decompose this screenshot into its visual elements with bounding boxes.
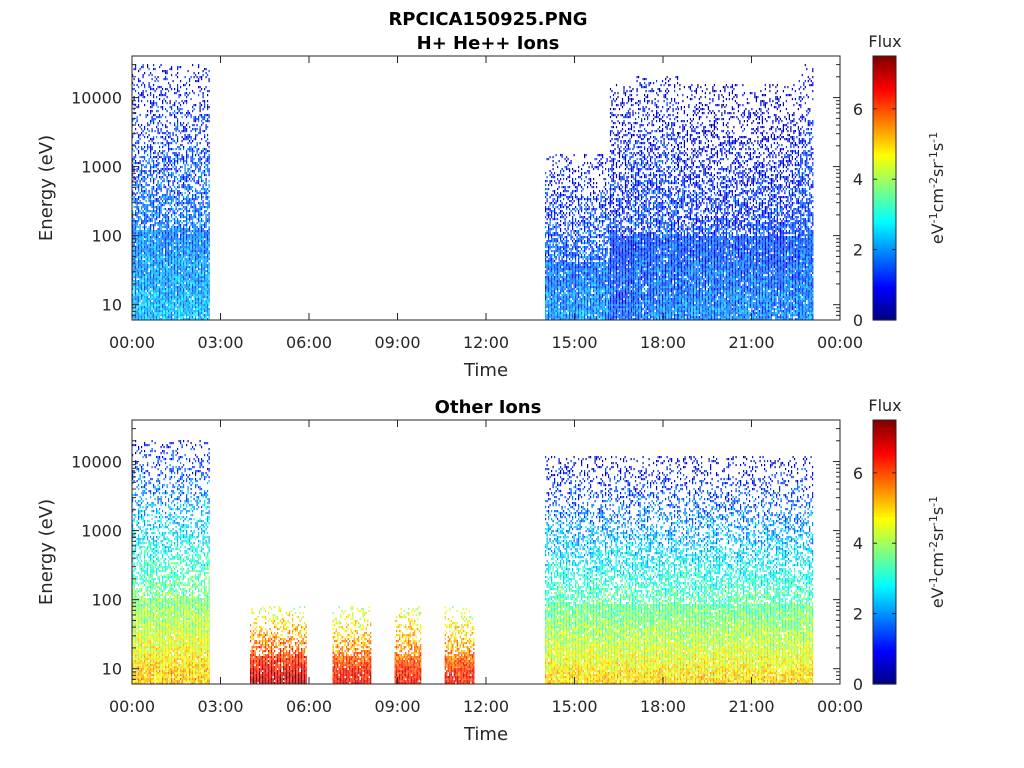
y-tick-label: 100 [91,591,122,610]
flux-region-1 [250,606,307,684]
y-tick-label: 10000 [71,89,122,108]
x-tick-label: 09:00 [374,697,420,716]
x-tick-label: 12:00 [463,333,509,352]
x-tick-label: 00:00 [817,333,863,352]
y-axis-label-h-he-ions: Energy (eV) [36,135,57,241]
colorbar-title-h-he-ions: Flux [868,32,901,51]
colorbar-units-other-ions: eV-1cm-2sr-1s-1 [927,496,948,608]
y-tick-label: 1000 [81,522,122,541]
figure-title: RPCICA150925.PNG [388,9,587,30]
x-tick-label: 06:00 [286,697,332,716]
x-tick-label: 03:00 [197,333,243,352]
plot-area-other-ions [132,440,813,684]
colorbar-tick-label: 4 [853,534,863,553]
colorbar-units-h-he-ions: eV-1cm-2sr-1s-1 [927,132,948,244]
colorbar-tick-label: 6 [853,464,863,483]
colorbar-other-ions: 0 2 4 6 [853,420,896,694]
colorbar-h-he-ions: 0 2 4 6 [853,56,896,330]
x-tick-label: 00:00 [817,697,863,716]
colorbar-tick-label: 6 [853,100,863,119]
flux-region-0 [132,440,210,684]
colorbar-tick-label: 2 [853,241,863,260]
flux-region-4 [678,84,799,320]
flux-region-5 [799,64,814,320]
panel-other-ions: Other Ions 00:00 03:00 06:00 09:00 12:00 15:0… [36,396,947,745]
x-tick-label: 12:00 [463,697,509,716]
flux-region-1 [545,154,611,320]
axes-frame-other-ions [132,420,840,684]
colorbar-tick-label: 0 [853,675,863,694]
panel-title-h-he-ions: H+ He++ Ions [417,33,560,54]
colorbar-tick-label: 0 [853,311,863,330]
flux-region-5 [545,456,813,684]
x-tick-label: 06:00 [286,333,332,352]
x-tick-label: 00:00 [109,697,155,716]
x-tick-label: 00:00 [109,333,155,352]
x-tick-label: 21:00 [728,333,774,352]
flux-region-0 [132,64,210,320]
x-tick-label: 18:00 [640,697,686,716]
spectrogram-figure: RPCICA150925.PNG H+ He++ Ions 00:00 03:00… [0,0,1024,768]
flux-region-4 [445,606,475,684]
plot-area-h-he-ions [132,64,813,320]
x-tick-label: 15:00 [551,697,597,716]
x-tick-label: 09:00 [374,333,420,352]
colorbar-title-other-ions: Flux [868,396,901,415]
colorbar-tick-label: 2 [853,605,863,624]
flux-region-2 [333,606,372,684]
panel-title-other-ions: Other Ions [435,397,542,418]
x-tick-label: 18:00 [640,333,686,352]
x-axis-label-other-ions: Time [463,724,508,745]
y-tick-label: 100 [91,227,122,246]
flux-region-3 [634,76,679,320]
panel-h-he-ions: H+ He++ Ions 00:00 03:00 06:00 09:00 12:00 15… [36,32,947,381]
flux-region-3 [395,606,422,684]
y-tick-label: 10 [102,296,122,315]
colorbar-tick-label: 4 [853,170,863,189]
x-tick-label: 15:00 [551,333,597,352]
y-axis-label-other-ions: Energy (eV) [36,499,57,605]
y-tick-label: 10000 [71,453,122,472]
y-tick-label: 10 [102,660,122,679]
y-tick-label: 1000 [81,158,122,177]
flux-region-2 [610,84,634,320]
x-axis-label-h-he-ions: Time [463,360,508,381]
x-tick-label: 03:00 [197,697,243,716]
x-tick-label: 21:00 [728,697,774,716]
